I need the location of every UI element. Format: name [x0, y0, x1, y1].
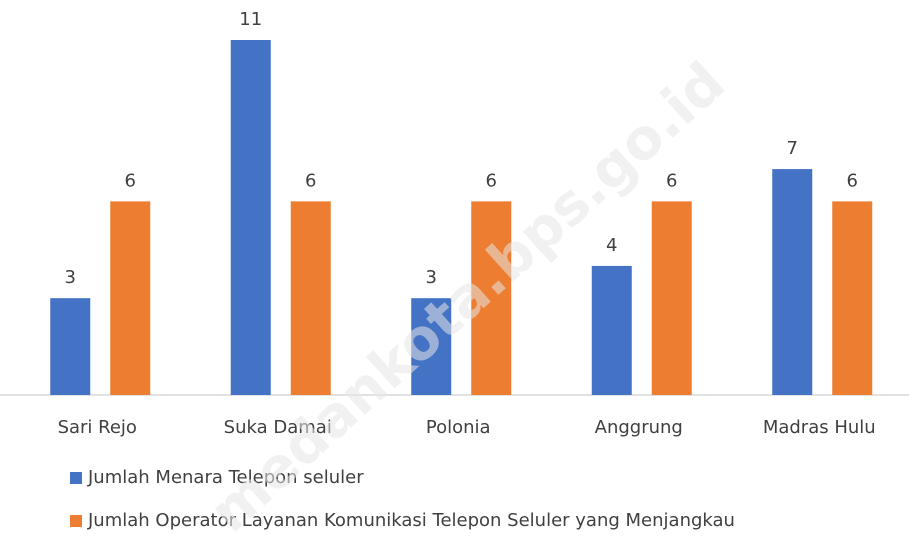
bar [591, 265, 632, 395]
data-label: 3 [426, 267, 437, 288]
bar [651, 201, 692, 395]
bar [772, 169, 813, 395]
legend-swatch [70, 515, 82, 527]
bar [832, 201, 873, 395]
data-label: 3 [65, 267, 76, 288]
data-label: 11 [239, 9, 262, 30]
data-label: 7 [787, 138, 798, 159]
bar [230, 40, 271, 395]
bar [411, 298, 452, 395]
x-tick-label: Sari Rejo [58, 417, 137, 438]
data-label: 4 [606, 235, 617, 256]
x-tick-label: Anggrung [595, 417, 683, 438]
bar [50, 298, 91, 395]
bar [290, 201, 331, 395]
data-label: 6 [125, 170, 136, 191]
data-label: 6 [486, 170, 497, 191]
data-label: 6 [305, 170, 316, 191]
bar [110, 201, 151, 395]
x-tick-label: Madras Hulu [763, 417, 876, 438]
legend-label: Jumlah Menara Telepon seluler [87, 467, 364, 488]
x-tick-label: Polonia [426, 417, 491, 438]
legend-swatch [70, 472, 82, 484]
legend-label: Jumlah Operator Layanan Komunikasi Telep… [87, 510, 735, 531]
x-tick-label: Suka Damai [224, 417, 332, 438]
bar [471, 201, 512, 395]
data-label: 6 [847, 170, 858, 191]
data-label: 6 [666, 170, 677, 191]
